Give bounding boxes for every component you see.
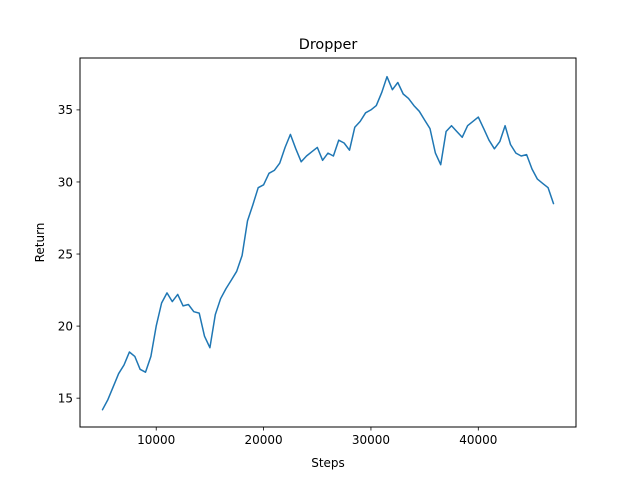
axes-frame [79, 57, 577, 428]
y-tick-label: 30 [58, 175, 73, 189]
series-line-0 [101, 75, 555, 411]
x-tick-label: 30000 [352, 433, 390, 447]
x-tick-label: 20000 [244, 433, 282, 447]
y-tick-label: 35 [58, 103, 73, 117]
y-tick-label: 15 [58, 391, 73, 405]
x-tick-label: 10000 [137, 433, 175, 447]
y-axis: 15 20 25 30 35 [58, 103, 80, 405]
y-tick-label: 25 [58, 247, 73, 261]
x-axis-label: Steps [311, 456, 345, 470]
y-axis-label: Return [33, 223, 47, 263]
x-tick-label: 40000 [459, 433, 497, 447]
x-axis: 10000 20000 30000 40000 [137, 427, 497, 447]
plot-area [101, 75, 555, 411]
y-tick-label: 20 [58, 319, 73, 333]
chart-title: Dropper [299, 37, 358, 53]
